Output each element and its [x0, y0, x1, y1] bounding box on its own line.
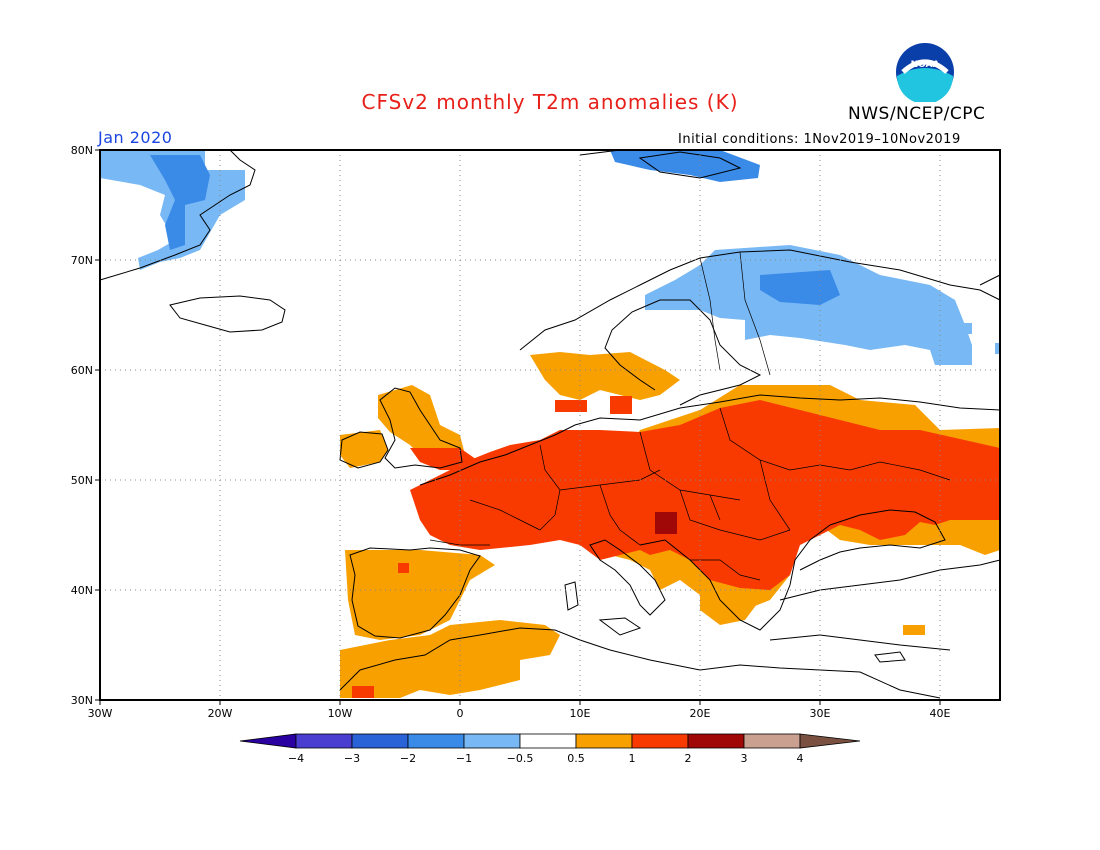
lon-labels: 30W 20W 10W 0 10E 20E 30E 40E	[88, 707, 951, 720]
iberia-coast	[349, 547, 481, 639]
warm-orange-iberia	[345, 550, 495, 640]
logo-text: NOAA	[911, 60, 940, 70]
warm-orange-balkans	[700, 580, 760, 625]
iceland-coast	[169, 295, 286, 333]
africa-coast	[339, 627, 941, 699]
color-legend: −4 −3 −2 −1 −0.5 0.5 1 2 3 4	[239, 733, 861, 765]
axis-ticks	[95, 149, 941, 705]
lat-label-60n: 60N	[71, 364, 93, 377]
legend-swatch-9	[743, 733, 801, 749]
legend-label-6: 0.5	[567, 752, 585, 765]
black-sea-coast	[799, 509, 946, 571]
lon-label-0: 0	[457, 707, 464, 720]
continent-coast	[419, 394, 1001, 486]
cold-anomalies	[100, 150, 1000, 365]
legend-label-7: 1	[629, 752, 636, 765]
warm-orange-north-africa	[340, 620, 560, 698]
warm-red-central-europe	[410, 400, 1000, 590]
sicily-coast	[598, 617, 642, 636]
organization-label: NWS/NCEP/CPC	[848, 104, 986, 124]
legend-swatch-4	[463, 733, 521, 749]
lon-label-30e: 30E	[810, 707, 831, 720]
italy-coast	[589, 539, 666, 616]
lon-label-40e: 40E	[930, 707, 951, 720]
strong-warm-bosnia	[655, 512, 677, 534]
warm-anomalies	[340, 352, 1000, 698]
finland-strong-cold-area	[760, 270, 840, 305]
legend-swatch-1	[295, 733, 353, 749]
lon-label-30w: 30W	[88, 707, 113, 720]
legend-label-3: −2	[400, 752, 416, 765]
warm-orange-south-norway	[530, 352, 680, 400]
lat-label-40n: 40N	[71, 584, 93, 597]
britain-coast	[379, 387, 463, 469]
legend-swatch-6	[575, 733, 633, 749]
lon-label-10e: 10E	[570, 707, 591, 720]
balkans-coast	[639, 524, 831, 631]
legend-label-4: −1	[456, 752, 472, 765]
legend-label-10: 4	[797, 752, 804, 765]
ireland-coast	[339, 431, 389, 469]
legend-label-9: 3	[741, 752, 748, 765]
lon-label-10w: 10W	[328, 707, 353, 720]
warm-cell-turkey	[903, 625, 925, 635]
warm-red-iberia-cell	[398, 563, 409, 573]
legend-arrow-right	[799, 733, 861, 749]
cold-cell-east	[950, 323, 972, 334]
initial-conditions-label: Initial conditions: 1Nov2019–10Nov2019	[678, 132, 961, 147]
warm-red-sweden	[610, 396, 632, 414]
lon-label-20w: 20W	[208, 707, 233, 720]
lat-label-50n: 50N	[71, 474, 93, 487]
chart-title: CFSv2 monthly T2m anomalies (K)	[361, 90, 739, 114]
scandinavia-coast	[519, 249, 1001, 406]
legend-label-2: −3	[344, 752, 360, 765]
legend-label-5: −0.5	[507, 752, 534, 765]
lon-label-20e: 20E	[690, 707, 711, 720]
lat-label-80n: 80N	[71, 144, 93, 157]
map-frame	[99, 149, 1001, 701]
grid-lines	[100, 150, 1000, 700]
warm-orange-britain	[378, 385, 465, 468]
legend-swatch-7	[631, 733, 689, 749]
legend-label-1: −4	[288, 752, 304, 765]
legend-swatch-2	[351, 733, 409, 749]
lat-label-30n: 30N	[71, 694, 93, 707]
greenland-strong-cold-area	[150, 155, 210, 250]
scandinavia-cold-area	[645, 245, 972, 365]
warm-red-britain	[410, 448, 480, 470]
legend-swatch-3	[407, 733, 465, 749]
legend-swatch-8	[687, 733, 745, 749]
noaa-logo: NOAA	[895, 42, 955, 104]
legend-swatch-5	[519, 733, 577, 749]
warm-red-morocco	[352, 686, 374, 698]
cyprus-coast	[874, 651, 906, 663]
cold-cell-edge	[995, 343, 1000, 354]
novaya-zemlya-coast	[979, 274, 1001, 286]
lat-labels: 30N 40N 50N 60N 70N 80N	[71, 144, 93, 707]
legend-arrow-left	[239, 733, 297, 749]
legend-label-8: 2	[685, 752, 692, 765]
warm-orange-ireland	[340, 430, 388, 468]
lat-label-70n: 70N	[71, 254, 93, 267]
svalbard-cold-area	[610, 150, 760, 182]
coastlines	[99, 149, 1001, 699]
greenland-coast	[99, 149, 256, 281]
month-label: Jan 2020	[98, 128, 173, 147]
sardinia-coast	[564, 581, 579, 611]
warm-red-denmark	[555, 400, 587, 412]
